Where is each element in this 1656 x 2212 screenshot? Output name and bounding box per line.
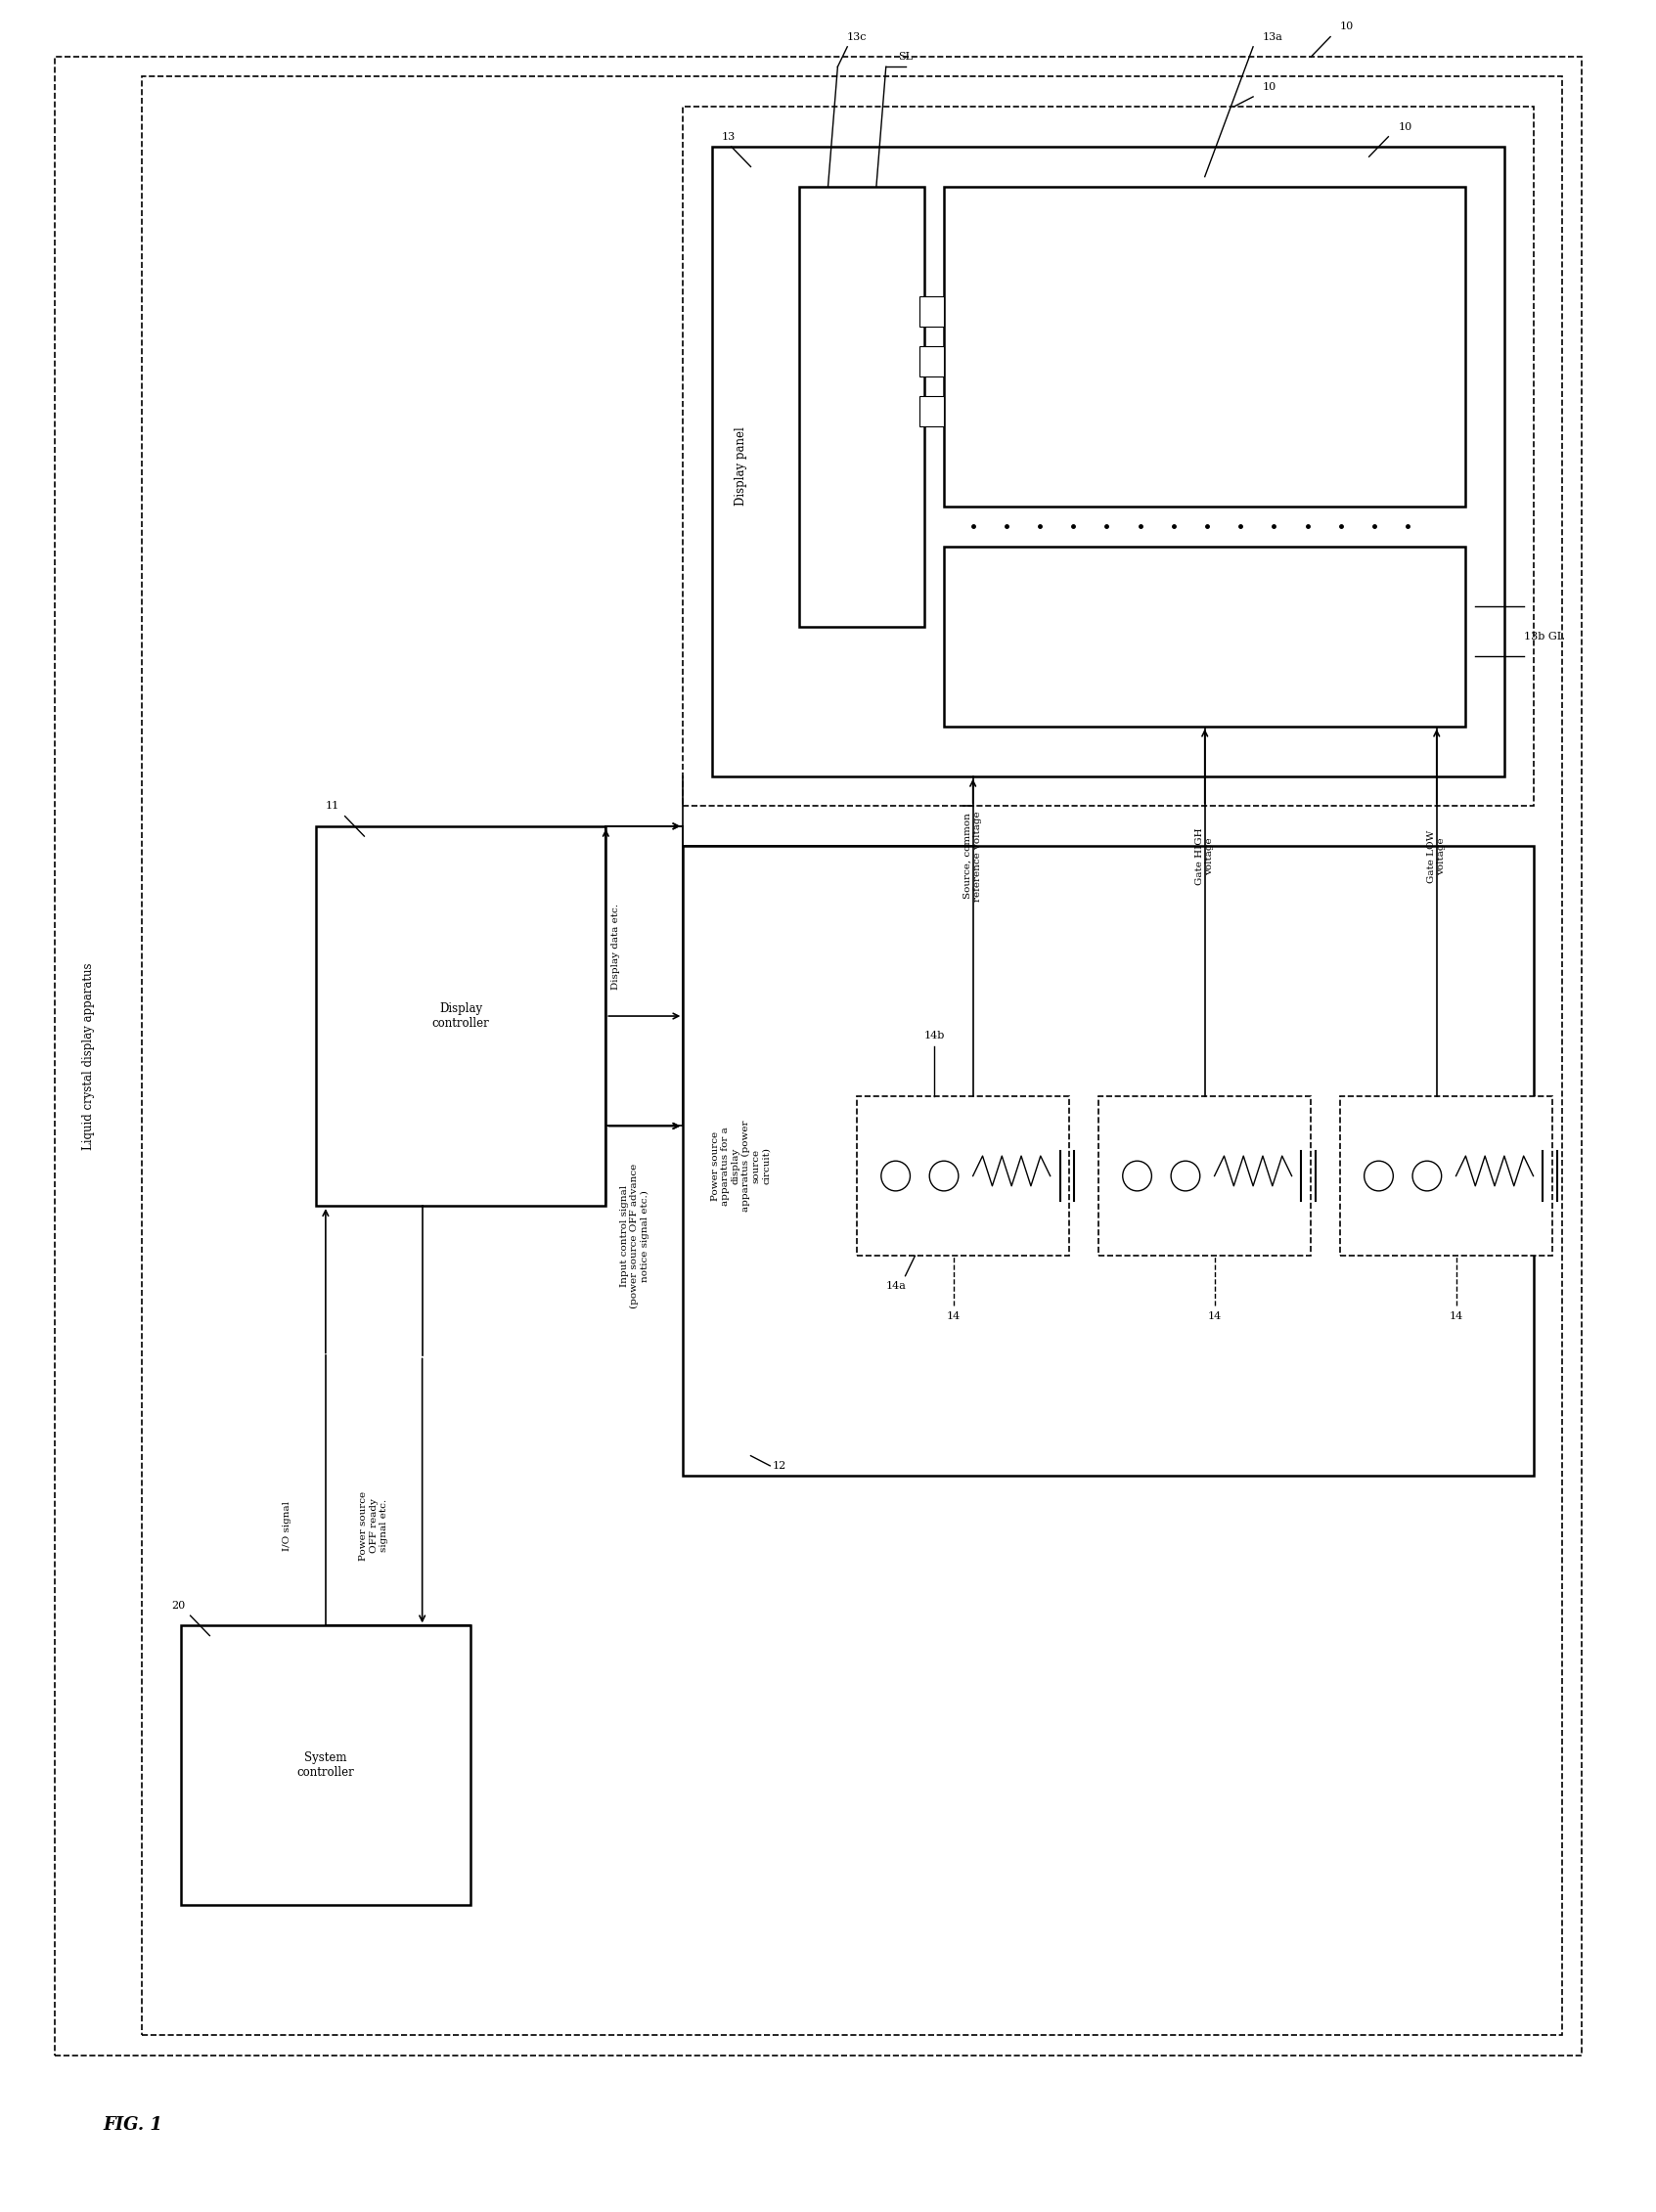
FancyBboxPatch shape bbox=[919, 296, 944, 327]
FancyBboxPatch shape bbox=[316, 827, 606, 1206]
Text: Display
section: Display section bbox=[1182, 332, 1227, 361]
Text: System
controller: System controller bbox=[296, 1752, 354, 1778]
Text: Power source
apparatus for a
display
apparatus (power
source
circuit): Power source apparatus for a display app… bbox=[710, 1119, 772, 1212]
FancyBboxPatch shape bbox=[682, 106, 1533, 805]
Text: 13: 13 bbox=[722, 133, 735, 142]
Text: Power source
OFF ready
signal etc.: Power source OFF ready signal etc. bbox=[359, 1491, 389, 1559]
FancyBboxPatch shape bbox=[55, 58, 1581, 2055]
Text: 13b GL: 13b GL bbox=[1524, 630, 1563, 641]
Text: 14b: 14b bbox=[924, 1031, 944, 1042]
FancyBboxPatch shape bbox=[142, 77, 1562, 2035]
Text: 14: 14 bbox=[1207, 1312, 1222, 1321]
Text: Gate HIGH
voltage: Gate HIGH voltage bbox=[1196, 827, 1214, 885]
Text: Display
controller: Display controller bbox=[432, 1002, 490, 1031]
Text: 20: 20 bbox=[171, 1601, 185, 1610]
Text: 14a: 14a bbox=[886, 1281, 906, 1292]
FancyBboxPatch shape bbox=[919, 347, 944, 376]
Text: Gate LOW
voltage: Gate LOW voltage bbox=[1427, 830, 1446, 883]
Text: Input control signal
(power source OFF advance
notice signal etc.): Input control signal (power source OFF a… bbox=[619, 1164, 649, 1307]
FancyBboxPatch shape bbox=[798, 186, 924, 626]
Text: 11: 11 bbox=[326, 801, 339, 812]
FancyBboxPatch shape bbox=[944, 186, 1466, 507]
Text: Source driver: Source driver bbox=[856, 367, 868, 447]
FancyBboxPatch shape bbox=[181, 1626, 470, 1905]
Text: Source, common
reference voltage: Source, common reference voltage bbox=[964, 812, 982, 902]
Text: 12: 12 bbox=[773, 1460, 787, 1471]
Text: Liquid crystal display apparatus: Liquid crystal display apparatus bbox=[83, 962, 96, 1150]
Text: Gate driver: Gate driver bbox=[1171, 630, 1239, 644]
FancyBboxPatch shape bbox=[919, 396, 944, 427]
Text: 14: 14 bbox=[1449, 1312, 1462, 1321]
Text: 10: 10 bbox=[1264, 82, 1277, 91]
FancyBboxPatch shape bbox=[1098, 1095, 1312, 1256]
Text: 10: 10 bbox=[1398, 122, 1413, 131]
FancyBboxPatch shape bbox=[682, 847, 1533, 1475]
Text: Display panel: Display panel bbox=[735, 427, 747, 507]
Text: 13c: 13c bbox=[846, 31, 868, 42]
FancyBboxPatch shape bbox=[858, 1095, 1070, 1256]
Text: SL: SL bbox=[898, 51, 912, 62]
Text: I/O signal: I/O signal bbox=[283, 1500, 291, 1551]
FancyBboxPatch shape bbox=[944, 546, 1466, 726]
FancyBboxPatch shape bbox=[1340, 1095, 1553, 1256]
Text: 13a: 13a bbox=[1264, 31, 1283, 42]
Text: 14: 14 bbox=[947, 1312, 960, 1321]
Text: Display data etc.: Display data etc. bbox=[611, 902, 619, 989]
Text: FIG. 1: FIG. 1 bbox=[103, 2117, 162, 2135]
FancyBboxPatch shape bbox=[712, 146, 1504, 776]
Text: 10: 10 bbox=[1340, 22, 1355, 31]
